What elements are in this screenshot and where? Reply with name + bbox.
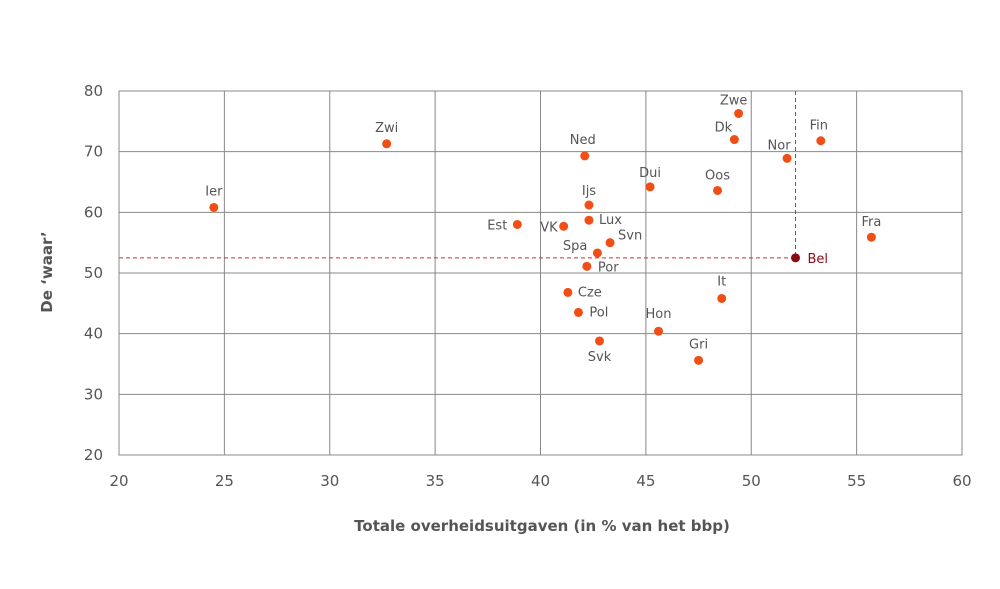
data-label-zwe: Zwe bbox=[720, 93, 748, 108]
data-point-oos bbox=[713, 185, 723, 195]
y-tick-label: 30 bbox=[84, 385, 103, 403]
data-label-vk: VK bbox=[540, 220, 558, 235]
data-label-fin: Fin bbox=[810, 119, 828, 134]
x-tick-label: 35 bbox=[426, 472, 445, 490]
data-label-pol: Pol bbox=[589, 305, 608, 320]
x-axis-ticks: 20 25 30 35 40 45 50 55 60 bbox=[109, 472, 971, 490]
data-label-gri: Gri bbox=[689, 337, 708, 352]
data-point-fra bbox=[866, 232, 876, 242]
data-label-nor: Nor bbox=[768, 138, 792, 153]
data-label-it: It bbox=[717, 274, 726, 289]
data-point-hon bbox=[654, 326, 664, 336]
reference-lines bbox=[119, 91, 797, 259]
data-point-ier bbox=[209, 202, 219, 212]
data-label-spa: Spa bbox=[563, 239, 587, 254]
data-point-spa bbox=[592, 248, 602, 258]
data-label-ned: Ned bbox=[570, 133, 596, 148]
plot-frame bbox=[118, 90, 963, 456]
data-label-dk: Dk bbox=[715, 121, 733, 136]
y-tick-label: 20 bbox=[84, 446, 103, 464]
data-point-fin bbox=[816, 136, 826, 146]
y-tick-label: 50 bbox=[84, 264, 103, 282]
data-point-dk bbox=[729, 135, 739, 145]
data-label-svk: Svk bbox=[588, 350, 612, 365]
x-tick-label: 45 bbox=[636, 472, 655, 490]
y-axis-label: De ‘waar’ bbox=[38, 231, 56, 312]
y-tick-label: 40 bbox=[84, 325, 103, 343]
data-point-gri bbox=[694, 355, 704, 365]
x-tick-label: 60 bbox=[952, 472, 971, 490]
x-tick-label: 50 bbox=[742, 472, 761, 490]
data-label-est: Est bbox=[487, 218, 507, 233]
data-point-pol bbox=[573, 307, 583, 317]
data-label-ier: Ier bbox=[205, 184, 223, 199]
data-label-bel: Bel bbox=[808, 252, 829, 267]
data-point-zwi bbox=[382, 139, 392, 149]
data-label-zwi: Zwi bbox=[375, 121, 398, 136]
x-axis-label: Totale overheidsuitgaven (in % van het b… bbox=[354, 517, 730, 535]
x-tick-label: 25 bbox=[215, 472, 234, 490]
y-tick-label: 70 bbox=[84, 143, 103, 161]
data-label-fra: Fra bbox=[861, 215, 881, 230]
grid-lines bbox=[118, 90, 963, 456]
data-point-lux bbox=[584, 215, 594, 225]
data-point-ned bbox=[580, 151, 590, 161]
y-axis-ticks: 20 30 40 50 60 70 80 bbox=[84, 82, 103, 464]
data-point-svk bbox=[595, 336, 605, 346]
data-label-ijs: Ijs bbox=[582, 184, 596, 199]
x-tick-label: 55 bbox=[847, 472, 866, 490]
data-point-ijs bbox=[584, 200, 594, 210]
data-label-lux: Lux bbox=[599, 213, 622, 228]
data-label-oos: Oos bbox=[705, 168, 730, 183]
data-point-dui bbox=[645, 182, 655, 192]
data-point-nor bbox=[782, 153, 792, 163]
y-tick-label: 80 bbox=[84, 82, 103, 100]
data-label-dui: Dui bbox=[639, 166, 661, 181]
x-tick-label: 20 bbox=[109, 472, 128, 490]
data-label-cze: Cze bbox=[578, 285, 602, 300]
data-point-zwe bbox=[734, 108, 744, 118]
data-point-bel bbox=[791, 253, 801, 263]
data-point-por bbox=[582, 261, 592, 271]
x-tick-label: 30 bbox=[320, 472, 339, 490]
data-point-it bbox=[717, 293, 727, 303]
data-point-svn bbox=[605, 238, 615, 248]
data-point-cze bbox=[563, 287, 573, 297]
data-label-por: Por bbox=[598, 260, 619, 275]
data-label-svn: Svn bbox=[618, 229, 642, 244]
data-point-vk bbox=[559, 221, 569, 231]
data-point-est bbox=[512, 219, 522, 229]
data-label-hon: Hon bbox=[646, 307, 672, 322]
y-tick-label: 60 bbox=[84, 203, 103, 221]
x-tick-label: 40 bbox=[531, 472, 550, 490]
